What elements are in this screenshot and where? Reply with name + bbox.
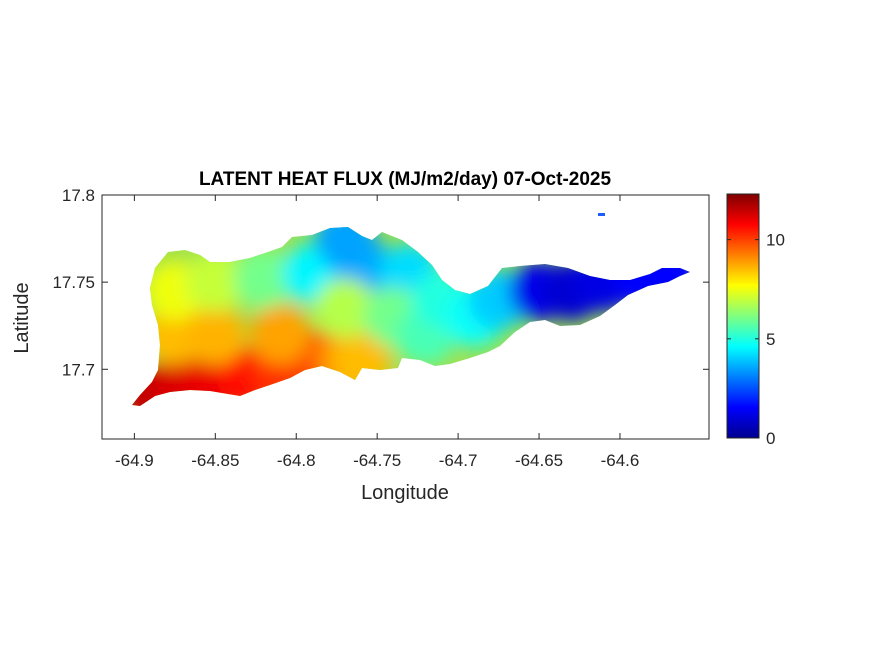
y-tick-label: 17.75 [52,273,95,292]
colorbar-tick-label: 10 [766,231,785,250]
x-tick-label: -64.65 [515,451,563,470]
offshore-pixel [598,213,605,216]
chart-title: LATENT HEAT FLUX (MJ/m2/day) 07-Oct-2025 [199,169,612,190]
x-tick-label: -64.9 [115,451,154,470]
x-tick-label: -64.85 [191,451,239,470]
y-axis-label: Latitude [11,282,33,353]
colorbar-tick-label: 0 [766,429,775,448]
colorbar-tick-label: 5 [766,330,775,349]
y-tick-label: 17.7 [62,360,95,379]
plot-area: -64.9 -64.85 -64.8 -64.75 -64.7 -64.65 -64.6 1… [52,186,709,470]
x-axis-label: Longitude [361,482,449,504]
x-tick-label: -64.6 [601,451,640,470]
x-tick-label: -64.8 [277,451,316,470]
colorbar: 0 5 10 [727,194,785,448]
x-tick-label: -64.7 [439,451,478,470]
heatmap-cell [250,304,310,364]
colorbar-gradient [727,194,759,438]
x-tick-label: -64.75 [353,451,401,470]
y-tick-label: 17.8 [62,186,95,205]
